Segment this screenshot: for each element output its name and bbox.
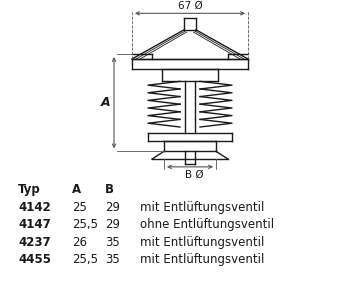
Text: 26: 26: [72, 236, 87, 249]
Text: 29: 29: [105, 218, 120, 231]
Text: 29: 29: [105, 201, 120, 214]
Text: ohne Entlüftungsventil: ohne Entlüftungsventil: [140, 218, 274, 231]
Text: 4147: 4147: [18, 218, 51, 231]
Text: B Ø: B Ø: [185, 170, 203, 180]
Text: 4142: 4142: [18, 201, 51, 214]
Text: mit Entlüftungsventil: mit Entlüftungsventil: [140, 236, 264, 249]
Text: mit Entlüftungsventil: mit Entlüftungsventil: [140, 254, 264, 266]
Text: B: B: [105, 183, 114, 196]
Text: 35: 35: [105, 254, 120, 266]
Text: 35: 35: [105, 236, 120, 249]
Text: 4237: 4237: [18, 236, 51, 249]
Text: 4455: 4455: [18, 254, 51, 266]
Text: A: A: [72, 183, 81, 196]
Text: 25,5: 25,5: [72, 218, 98, 231]
Text: Typ: Typ: [18, 183, 41, 196]
Text: A: A: [100, 96, 110, 109]
Text: 25: 25: [72, 201, 87, 214]
Text: 25,5: 25,5: [72, 254, 98, 266]
Text: mit Entlüftungsventil: mit Entlüftungsventil: [140, 201, 264, 214]
Text: 67 Ø: 67 Ø: [177, 0, 202, 11]
